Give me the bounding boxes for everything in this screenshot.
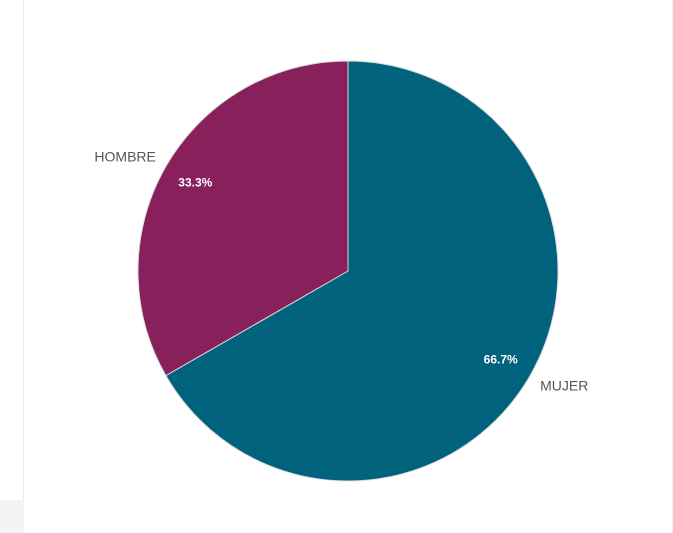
- left-gutter: [0, 0, 24, 533]
- pie-category-label-mujer: MUJER: [540, 378, 588, 394]
- pie-value-label-mujer: 66.7%: [484, 352, 518, 366]
- pie-slice-mujer[interactable]: [165, 60, 559, 482]
- left-gutter-strip: [0, 500, 24, 533]
- pie-slices: [137, 60, 559, 482]
- pie-value-label-hombre: 33.3%: [178, 176, 212, 190]
- pie-labels: 66.7% MUJER 33.3% HOMBRE: [94, 148, 588, 393]
- pie-category-label-hombre: HOMBRE: [94, 148, 155, 164]
- pie-chart: 66.7% MUJER 33.3% HOMBRE: [94, 60, 588, 482]
- chart-panel: 66.7% MUJER 33.3% HOMBRE: [25, 0, 672, 533]
- pie-slice-hombre[interactable]: [137, 60, 349, 377]
